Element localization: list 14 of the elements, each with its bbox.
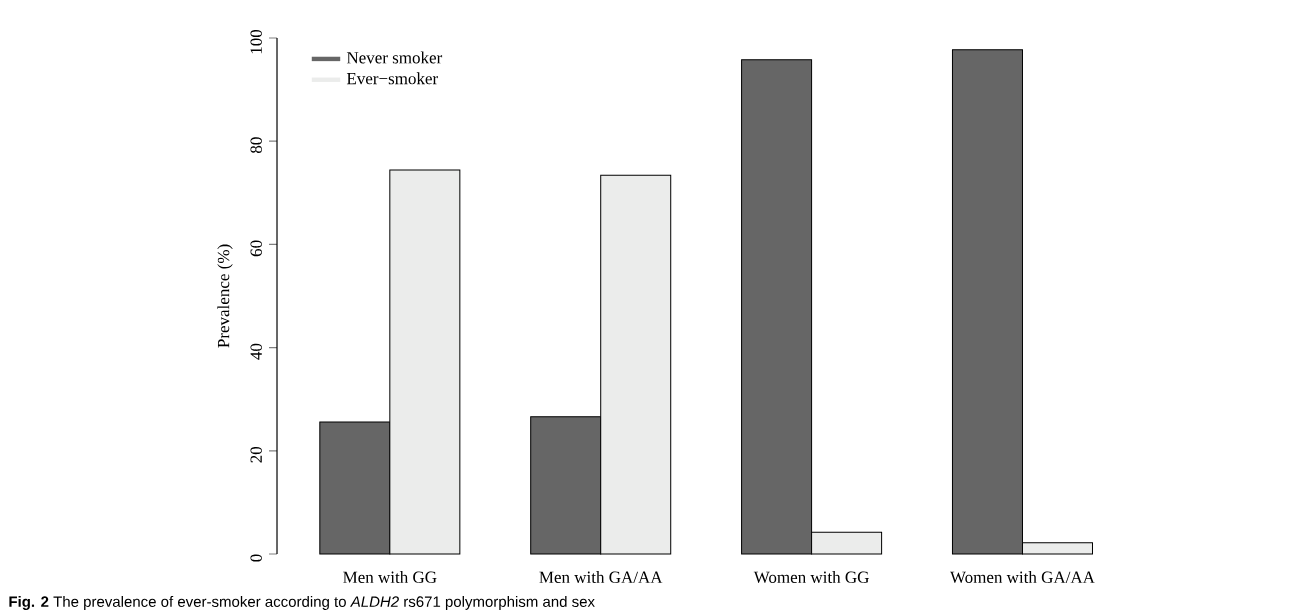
x-tick-label: Men with GA/AA bbox=[539, 571, 663, 583]
y-axis-title: Prevalence (%) bbox=[217, 244, 233, 348]
text: Fig. 2 The prevalence of ever-smoker according to ALDH2 rs671 polymorphism and sex bbox=[9, 595, 595, 610]
y-tick-label: 60 bbox=[250, 240, 262, 257]
y-tick-label: 100 bbox=[250, 29, 262, 54]
x-tick-label: Women with GA/AA bbox=[950, 571, 1095, 584]
y-tick-label: 40 bbox=[250, 343, 262, 360]
x-tick-label: Women with GG bbox=[753, 571, 869, 584]
y-tick-label: 20 bbox=[250, 446, 262, 463]
y-tick-label: 0 bbox=[250, 554, 262, 562]
y-tick-label: 80 bbox=[250, 137, 262, 154]
legend-label: Ever−smoker bbox=[346, 72, 439, 85]
x-tick-label: Men with GG bbox=[343, 571, 437, 583]
legend-label: Never smoker bbox=[346, 51, 443, 64]
